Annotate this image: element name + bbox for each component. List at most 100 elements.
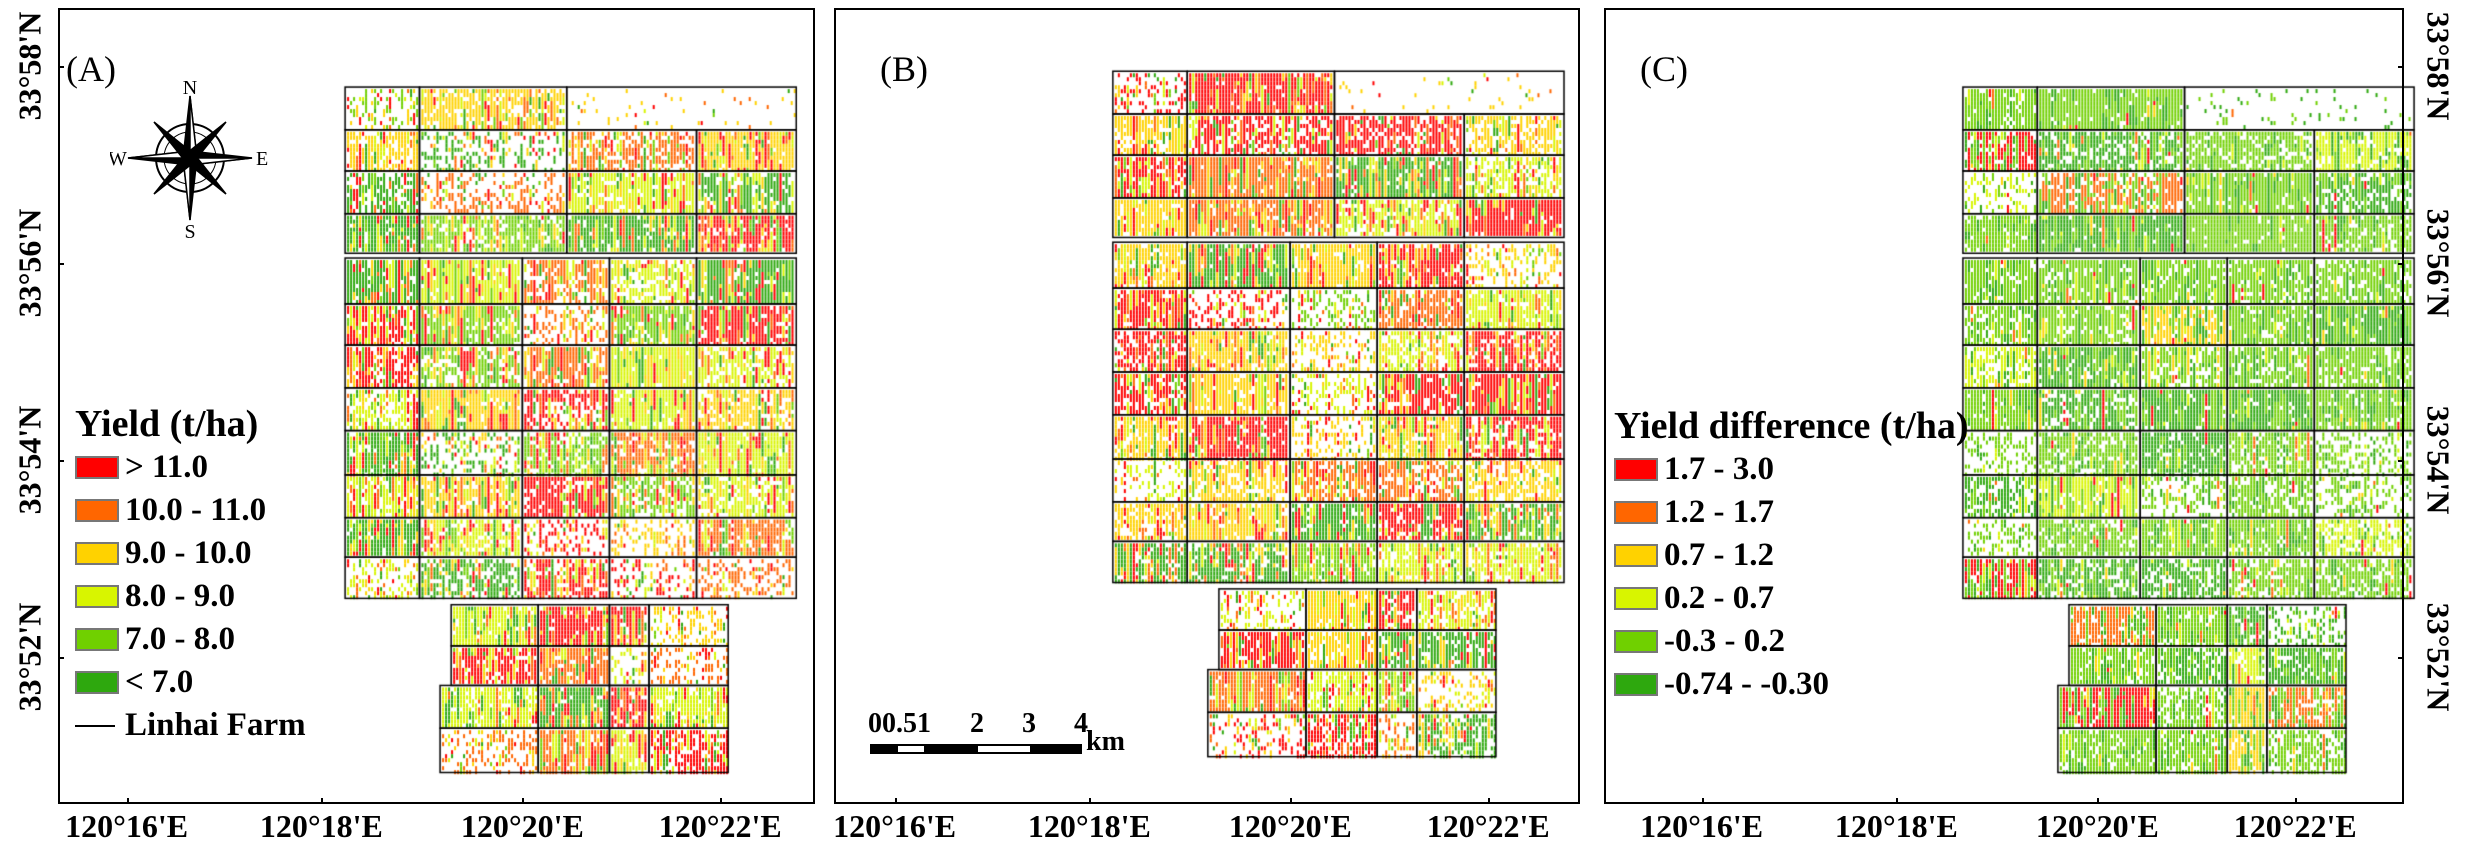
scale-bar-body — [870, 744, 1082, 754]
y-tick-label: 33°58'N — [11, 11, 48, 121]
y-tick — [2398, 460, 2404, 462]
y-tick — [2398, 66, 2404, 68]
y-tick-label: 33°52'N — [11, 602, 48, 712]
compass-n: N — [183, 78, 197, 99]
y-tick — [2398, 657, 2404, 659]
x-tick — [1488, 798, 1491, 804]
x-tick — [126, 798, 129, 804]
compass-e: E — [256, 148, 268, 170]
x-tick — [321, 798, 324, 804]
panel-label-c: (C) — [1640, 49, 1688, 89]
legend-item: 9.0 - 10.0 — [75, 532, 306, 575]
x-tick-label: 120°16'E — [1640, 808, 1764, 844]
legend-swatch — [1614, 458, 1658, 481]
compass-s: S — [184, 221, 195, 238]
legend-label: -0.74 - -0.30 — [1664, 666, 1829, 702]
legend-item: 1.2 - 1.7 — [1614, 491, 1969, 534]
x-tick — [2097, 798, 2100, 804]
x-tick — [720, 798, 723, 804]
legend-item: < 7.0 — [75, 661, 306, 704]
boundary-line-swatch — [75, 724, 115, 727]
legend-item: -0.3 - 0.2 — [1614, 620, 1969, 663]
legend-yield-difference: Yield difference (t/ha) 1.7 - 3.0 1.2 - 1… — [1614, 404, 1969, 706]
x-tick-label: 120°18'E — [1834, 808, 1958, 844]
y-tick — [2398, 263, 2404, 265]
legend-swatch — [1614, 630, 1658, 653]
legend-label: > 11.0 — [125, 449, 208, 485]
legend-label: 9.0 - 10.0 — [125, 535, 252, 571]
legend-item: 7.0 - 8.0 — [75, 618, 306, 661]
x-tick-label: 120°22'E — [658, 808, 782, 844]
legend-yield: Yield (t/ha) > 11.0 10.0 - 11.0 9.0 - 10.0… — [75, 402, 306, 747]
scale-label: 2 — [970, 708, 984, 739]
scale-bar: 00.51 2 3 4 km — [868, 708, 1130, 762]
y-tick-label: 33°58'N — [2420, 11, 2457, 121]
x-tick — [1089, 798, 1092, 804]
x-tick-label: 120°22'E — [1426, 808, 1550, 844]
scale-label: 00.51 — [868, 708, 931, 739]
legend-label: 0.7 - 1.2 — [1664, 537, 1774, 573]
y-tick — [58, 263, 64, 265]
legend-swatch — [1614, 501, 1658, 524]
y-tick-label: 33°56'N — [11, 208, 48, 318]
y-tick-label: 33°56'N — [2420, 208, 2457, 318]
x-tick — [2295, 798, 2298, 804]
legend-swatch — [1614, 587, 1658, 610]
legend-swatch — [75, 499, 119, 522]
x-tick — [1701, 798, 1704, 804]
y-tick-label: 33°52'N — [2420, 602, 2457, 712]
legend-label: 1.7 - 3.0 — [1664, 451, 1774, 487]
legend-swatch — [75, 628, 119, 651]
x-tick — [894, 798, 897, 804]
x-tick — [522, 798, 525, 804]
legend-swatch — [75, 456, 119, 479]
x-tick-label: 120°18'E — [259, 808, 383, 844]
x-tick-label: 120°20'E — [460, 808, 584, 844]
legend-item-boundary: Linhai Farm — [75, 704, 306, 747]
legend-item: 10.0 - 11.0 — [75, 489, 306, 532]
y-tick — [58, 657, 64, 659]
x-tick-label: 120°16'E — [833, 808, 957, 844]
legend-swatch — [75, 542, 119, 565]
legend-item: 8.0 - 9.0 — [75, 575, 306, 618]
panel-c — [1604, 8, 2404, 804]
scale-label: 3 — [1022, 708, 1036, 739]
scale-segment — [978, 746, 1030, 752]
legend-label: 10.0 - 11.0 — [125, 492, 267, 528]
legend-label: 8.0 - 9.0 — [125, 578, 235, 614]
legend-item: 0.2 - 0.7 — [1614, 577, 1969, 620]
y-tick — [58, 460, 64, 462]
panel-label-a: (A) — [66, 49, 116, 89]
compass-w: W — [110, 148, 127, 170]
legend-swatch — [75, 585, 119, 608]
legend-swatch — [1614, 544, 1658, 567]
legend-item: -0.74 - -0.30 — [1614, 663, 1969, 706]
panel-b — [834, 8, 1580, 804]
y-tick-label: 33°54'N — [11, 405, 48, 515]
scale-segment — [898, 746, 924, 752]
legend-swatch — [75, 671, 119, 694]
x-tick-label: 120°16'E — [65, 808, 189, 844]
x-tick — [1896, 798, 1899, 804]
legend-item: 0.7 - 1.2 — [1614, 534, 1969, 577]
scale-label: 4 — [1074, 708, 1088, 739]
x-tick-label: 120°18'E — [1027, 808, 1151, 844]
panel-label-b: (B) — [880, 49, 928, 89]
x-tick-label: 120°22'E — [2233, 808, 2357, 844]
legend-label: 7.0 - 8.0 — [125, 621, 235, 657]
legend-label: 0.2 - 0.7 — [1664, 580, 1774, 616]
legend-item: > 11.0 — [75, 446, 306, 489]
legend-item: 1.7 - 3.0 — [1614, 448, 1969, 491]
compass-rose-icon: N S E W — [110, 78, 268, 238]
legend-swatch — [1614, 673, 1658, 696]
y-tick-label: 33°54'N — [2420, 405, 2457, 515]
legend-label: -0.3 - 0.2 — [1664, 623, 1785, 659]
legend-label: < 7.0 — [125, 664, 194, 700]
legend-label: Linhai Farm — [125, 707, 306, 743]
legend-label: 1.2 - 1.7 — [1664, 494, 1774, 530]
x-tick-label: 120°20'E — [1228, 808, 1352, 844]
x-tick-label: 120°20'E — [2035, 808, 2159, 844]
panel-a — [58, 8, 815, 804]
